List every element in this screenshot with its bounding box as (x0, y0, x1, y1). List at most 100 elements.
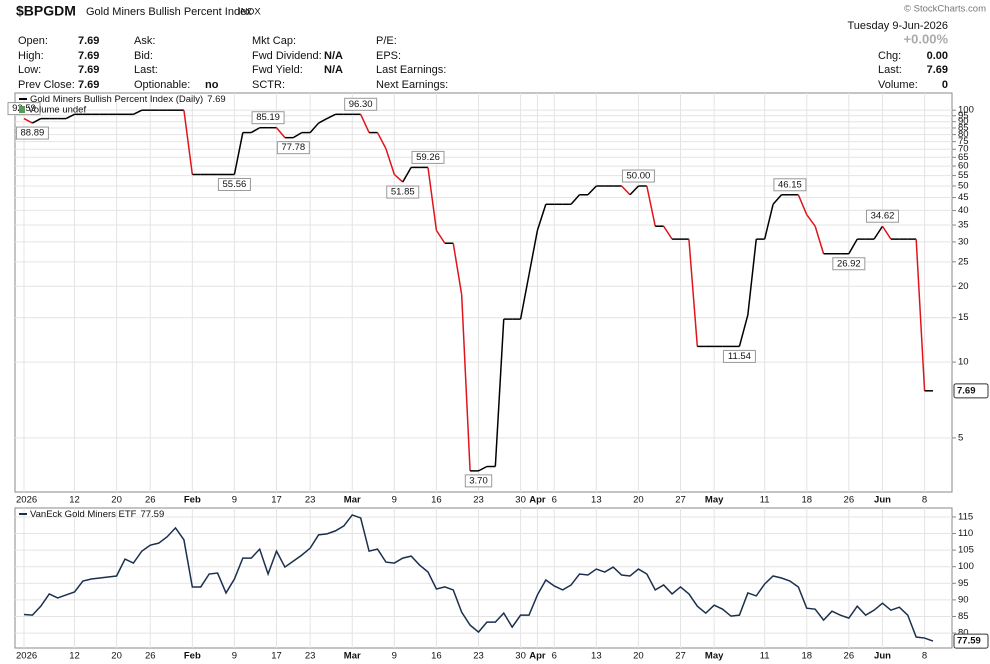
line-segment (738, 314, 749, 347)
security-name: Gold Miners Bullish Percent Index (86, 6, 252, 18)
field-value: 7.69 (78, 50, 99, 62)
x-tick-label: 11 (760, 651, 770, 662)
legend-name: Gold Miners Bullish Percent Index (Daily… (30, 94, 203, 105)
line-segment (435, 229, 446, 244)
point-label-text: 85.19 (256, 112, 280, 123)
point-label-text: 34.62 (871, 211, 895, 222)
point-label-box (722, 349, 756, 363)
x-tick-label: 12 (69, 651, 80, 662)
field-label: Last: (878, 64, 902, 76)
x-tick-label: Jun (874, 651, 891, 662)
line-segment (536, 204, 547, 231)
point-label-text: 3.70 (469, 475, 488, 486)
y-tick-label: 90 (958, 594, 969, 605)
point-label: 11.54 (722, 349, 756, 363)
line-segment (460, 294, 471, 471)
field-label: Open: (18, 35, 48, 47)
point-label-box (217, 177, 251, 191)
line-segment (292, 131, 303, 139)
line-segment (133, 109, 143, 115)
line-segment (275, 127, 286, 139)
point-label: 46.15 (773, 178, 807, 192)
line-segment (629, 185, 639, 196)
point-label: 3.70 (464, 474, 493, 488)
field-label: Ask: (134, 35, 155, 47)
y-tick-label: 95 (958, 578, 969, 589)
field-label: High: (18, 50, 44, 62)
y-tick-label: 100 (958, 105, 974, 116)
field-value: 0.00 (927, 50, 948, 62)
field-label: Fwd Yield: (252, 64, 303, 76)
point-label-box (386, 185, 420, 199)
y-tick-label: 35 (958, 220, 969, 231)
y-tick-label: 85 (958, 122, 969, 133)
point-label-box (773, 178, 807, 192)
x-tick-label: 8 (922, 495, 927, 506)
last-value: 77.59 (957, 636, 981, 647)
field-label: P/E: (376, 35, 397, 47)
line-segment (806, 214, 816, 227)
point-label: 55.56 (217, 177, 251, 191)
last-value-box (953, 383, 989, 399)
y-tick-label: 80 (958, 628, 969, 639)
legend-entry: Gold Miners Bullish Percent Index (Daily… (30, 94, 226, 105)
symbol: $BPGDM (16, 3, 76, 19)
point-label-box (621, 169, 655, 183)
point-label-box (464, 474, 493, 488)
x-tick-label: 6 (552, 495, 557, 506)
x-tick-label: 2026 (16, 495, 37, 506)
field-value: 7.69 (927, 64, 948, 76)
point-label: 59.26 (411, 150, 445, 164)
x-tick-label: 23 (305, 651, 316, 662)
line-segment (797, 194, 808, 216)
point-label-text: 11.54 (728, 351, 751, 362)
x-tick-label: Mar (344, 651, 361, 662)
x-tick-label: May (705, 651, 724, 662)
y-tick-label: 50 (958, 181, 969, 192)
line-segment (23, 117, 33, 124)
field-label: Mkt Cap: (252, 35, 296, 47)
exchange: INDX (238, 7, 261, 18)
x-tick-label: 23 (473, 651, 484, 662)
y-tick-label: 10 (958, 357, 969, 368)
x-tick-label: 13 (591, 651, 602, 662)
point-label-box (866, 209, 899, 223)
point-label: 77.78 (276, 141, 310, 155)
field-label: Bid: (134, 50, 153, 62)
x-tick-label: Mar (344, 495, 361, 506)
x-tick-label: 11 (760, 495, 770, 506)
x-tick-label: Jun (874, 495, 891, 506)
y-tick-label: 85 (958, 611, 969, 622)
x-tick-label: 27 (675, 651, 686, 662)
y-tick-label: 100 (958, 561, 974, 572)
field-label: Last Earnings: (376, 64, 446, 76)
y-tick-label: 80 (958, 129, 969, 140)
line-segment (881, 225, 892, 240)
line-segment (359, 113, 370, 133)
x-tick-label: 23 (473, 495, 484, 506)
field-value: N/A (324, 50, 343, 62)
line-segment (393, 173, 404, 183)
point-label-box (832, 257, 866, 271)
x-tick-label: 26 (844, 651, 855, 662)
line-segment (65, 113, 75, 120)
point-label: 51.85 (386, 185, 420, 199)
point-label-box (251, 111, 285, 125)
y-tick-label: 75 (958, 136, 969, 147)
field-value: 7.69 (78, 35, 99, 47)
x-tick-label: 16 (431, 495, 442, 506)
x-tick-label: 23 (305, 495, 316, 506)
line-segment (519, 274, 530, 320)
line-segment (763, 204, 774, 240)
line-segment (318, 117, 328, 124)
x-tick-label: 9 (232, 495, 237, 506)
x-tick-label: Feb (184, 651, 201, 662)
x-tick-label: 18 (801, 495, 812, 506)
point-label: 96.30 (344, 97, 378, 111)
point-label: 50.00 (621, 169, 655, 183)
volume-icon (19, 106, 25, 113)
y-tick-label: 105 (958, 545, 974, 556)
last-value-box (953, 633, 989, 649)
x-tick-label: 20 (111, 651, 122, 662)
point-label-text: 51.85 (391, 187, 415, 198)
